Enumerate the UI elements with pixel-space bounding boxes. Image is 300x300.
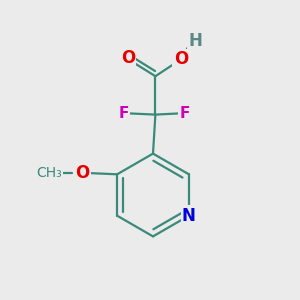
Text: F: F — [180, 106, 190, 121]
Text: O: O — [76, 164, 90, 182]
Text: O: O — [121, 49, 135, 67]
Text: CH₃: CH₃ — [36, 166, 62, 180]
Text: O: O — [174, 50, 188, 68]
Text: H: H — [188, 32, 202, 50]
Text: N: N — [182, 207, 196, 225]
Text: F: F — [118, 106, 129, 121]
